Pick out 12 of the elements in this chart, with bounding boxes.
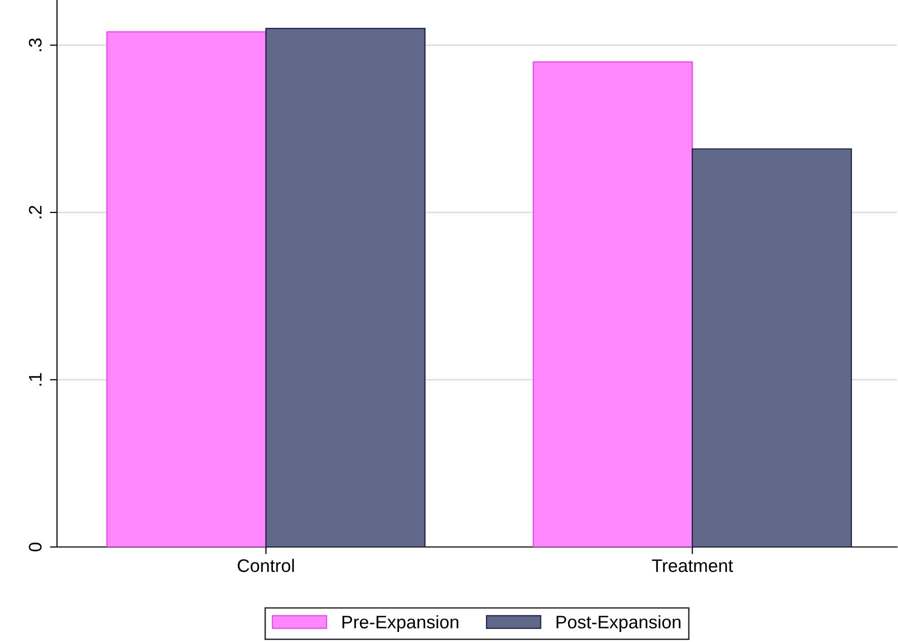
bar — [106, 31, 266, 547]
y-tick-label: .3 — [28, 38, 42, 52]
bar — [692, 148, 852, 547]
bar — [265, 28, 426, 547]
y-tick-label: .2 — [28, 206, 42, 218]
x-tick-label: Treatment — [652, 559, 734, 572]
y-tick-label: 0 — [28, 542, 42, 552]
bar — [532, 61, 693, 547]
x-tick-label: Control — [238, 558, 294, 572]
legend-label: Post-Expansion — [556, 615, 680, 632]
legend-label: Pre-Expansion — [342, 615, 458, 632]
y-tick-label: .1 — [29, 373, 42, 386]
